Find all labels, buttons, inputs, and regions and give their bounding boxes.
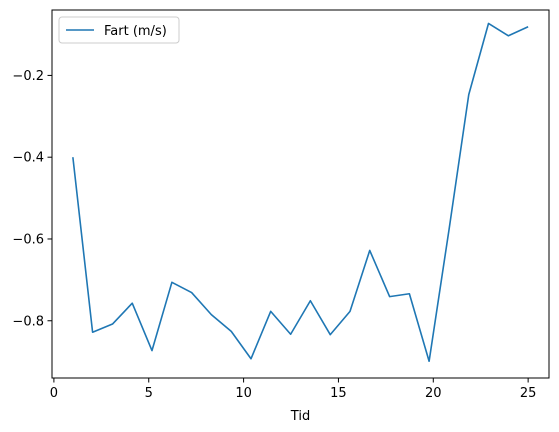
x-tick-label: 10 <box>235 386 252 401</box>
x-tick-label: 0 <box>50 386 58 401</box>
plot-frame <box>51 9 550 379</box>
series-line-fart <box>72 22 529 363</box>
x-tick-label: 15 <box>330 386 347 401</box>
x-axis-label: Tid <box>290 409 310 424</box>
y-tick-label: −0.6 <box>12 232 44 247</box>
x-tick-label: 20 <box>425 386 442 401</box>
legend-label: Fart (m/s) <box>104 24 167 39</box>
y-axis: −0.8 −0.6 −0.4 −0.2 <box>12 69 52 329</box>
legend-box <box>58 16 180 44</box>
y-tick-label: −0.8 <box>12 314 44 329</box>
legend: Fart (m/s) <box>58 16 180 44</box>
x-axis: 0 5 10 15 20 25 <box>50 378 537 401</box>
y-tick-label: −0.4 <box>12 151 44 166</box>
x-tick-label: 5 <box>145 386 153 401</box>
y-tick-label: −0.2 <box>12 69 44 84</box>
x-tick-label: 25 <box>520 386 537 401</box>
